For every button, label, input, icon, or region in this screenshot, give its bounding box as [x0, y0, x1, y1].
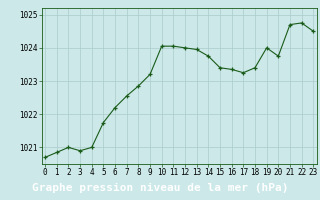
Text: Graphe pression niveau de la mer (hPa): Graphe pression niveau de la mer (hPa) — [32, 183, 288, 193]
